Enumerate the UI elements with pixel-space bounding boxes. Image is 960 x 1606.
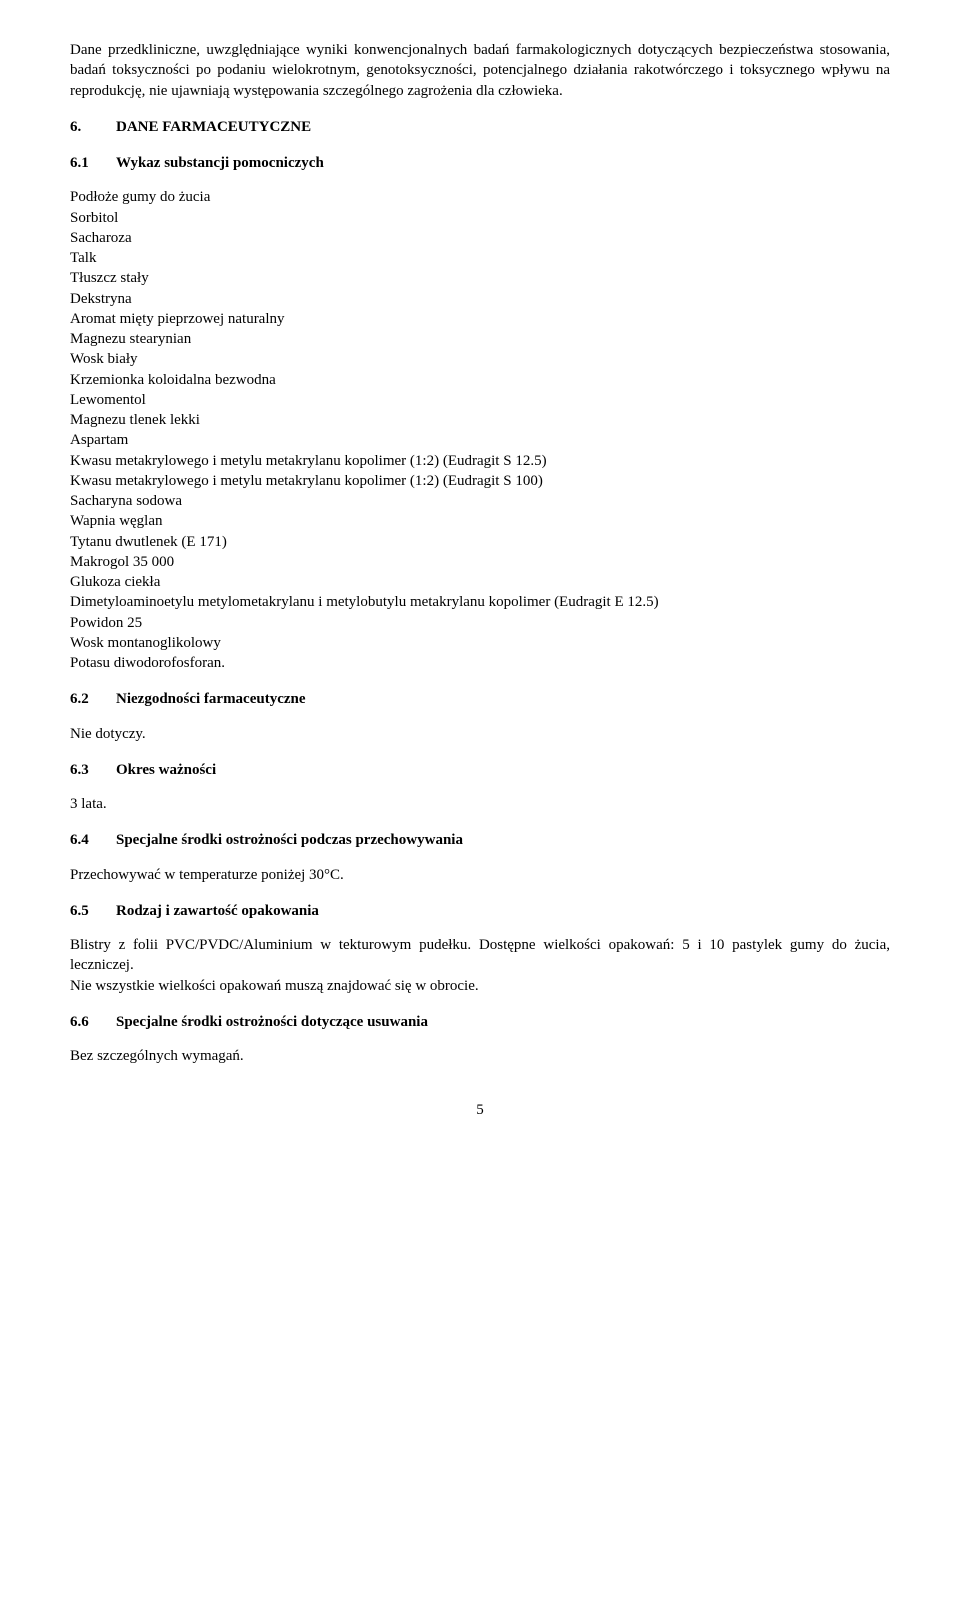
excipients-item: Lewomentol: [70, 390, 890, 410]
section-6-5-title: Rodzaj i zawartość opakowania: [116, 901, 890, 921]
section-6-6-heading: 6.6 Specjalne środki ostrożności dotyczą…: [70, 1012, 890, 1032]
section-6-5-heading: 6.5 Rodzaj i zawartość opakowania: [70, 901, 890, 921]
section-6-3-body: 3 lata.: [70, 794, 890, 814]
excipients-item: Podłoże gumy do żucia: [70, 187, 890, 207]
section-6-6-number: 6.6: [70, 1012, 116, 1032]
section-6-3-title: Okres ważności: [116, 760, 890, 780]
excipients-item: Kwasu metakrylowego i metylu metakrylanu…: [70, 451, 890, 471]
excipients-item: Potasu diwodorofosforan.: [70, 653, 890, 673]
excipients-item: Sacharyna sodowa: [70, 491, 890, 511]
section-6-3-heading: 6.3 Okres ważności: [70, 760, 890, 780]
intro-paragraph: Dane przedkliniczne, uwzględniające wyni…: [70, 40, 890, 101]
section-6-5-body-2: Nie wszystkie wielkości opakowań muszą z…: [70, 976, 890, 996]
section-6-2-title: Niezgodności farmaceutyczne: [116, 689, 890, 709]
excipients-item: Makrogol 35 000: [70, 552, 890, 572]
section-6-4-body: Przechowywać w temperaturze poniżej 30°C…: [70, 865, 890, 885]
section-6-4-number: 6.4: [70, 830, 116, 850]
excipients-item: Magnezu stearynian: [70, 329, 890, 349]
page-number: 5: [70, 1100, 890, 1120]
excipients-item: Dekstryna: [70, 289, 890, 309]
section-6-4-title: Specjalne środki ostrożności podczas prz…: [116, 830, 890, 850]
section-6-2-body: Nie dotyczy.: [70, 724, 890, 744]
excipients-item: Sorbitol: [70, 208, 890, 228]
section-6-4-heading: 6.4 Specjalne środki ostrożności podczas…: [70, 830, 890, 850]
excipients-item: Sacharoza: [70, 228, 890, 248]
section-6-6-title: Specjalne środki ostrożności dotyczące u…: [116, 1012, 890, 1032]
section-6-2-number: 6.2: [70, 689, 116, 709]
excipients-item: Wapnia węglan: [70, 511, 890, 531]
excipients-item: Tytanu dwutlenek (E 171): [70, 532, 890, 552]
section-6-heading: 6. DANE FARMACEUTYCZNE: [70, 117, 890, 137]
section-6-6-body: Bez szczególnych wymagań.: [70, 1046, 890, 1066]
excipients-item: Aromat mięty pieprzowej naturalny: [70, 309, 890, 329]
excipients-item: Tłuszcz stały: [70, 268, 890, 288]
excipients-item: Wosk montanoglikolowy: [70, 633, 890, 653]
excipients-item: Powidon 25: [70, 613, 890, 633]
excipients-item: Dimetyloaminoetylu metylometakrylanu i m…: [70, 592, 890, 612]
excipients-item: Wosk biały: [70, 349, 890, 369]
section-6-2-heading: 6.2 Niezgodności farmaceutyczne: [70, 689, 890, 709]
excipients-list: Podłoże gumy do żuciaSorbitolSacharozaTa…: [70, 187, 890, 673]
section-6-3-number: 6.3: [70, 760, 116, 780]
excipients-item: Aspartam: [70, 430, 890, 450]
section-6-5-body-1: Blistry z folii PVC/PVDC/Aluminium w tek…: [70, 935, 890, 976]
section-6-number: 6.: [70, 117, 116, 137]
section-6-1-number: 6.1: [70, 153, 116, 173]
section-6-title: DANE FARMACEUTYCZNE: [116, 117, 890, 137]
section-6-1-heading: 6.1 Wykaz substancji pomocniczych: [70, 153, 890, 173]
excipients-item: Kwasu metakrylowego i metylu metakrylanu…: [70, 471, 890, 491]
excipients-item: Talk: [70, 248, 890, 268]
excipients-item: Magnezu tlenek lekki: [70, 410, 890, 430]
excipients-item: Krzemionka koloidalna bezwodna: [70, 370, 890, 390]
excipients-item: Glukoza ciekła: [70, 572, 890, 592]
section-6-5-number: 6.5: [70, 901, 116, 921]
section-6-1-title: Wykaz substancji pomocniczych: [116, 153, 890, 173]
